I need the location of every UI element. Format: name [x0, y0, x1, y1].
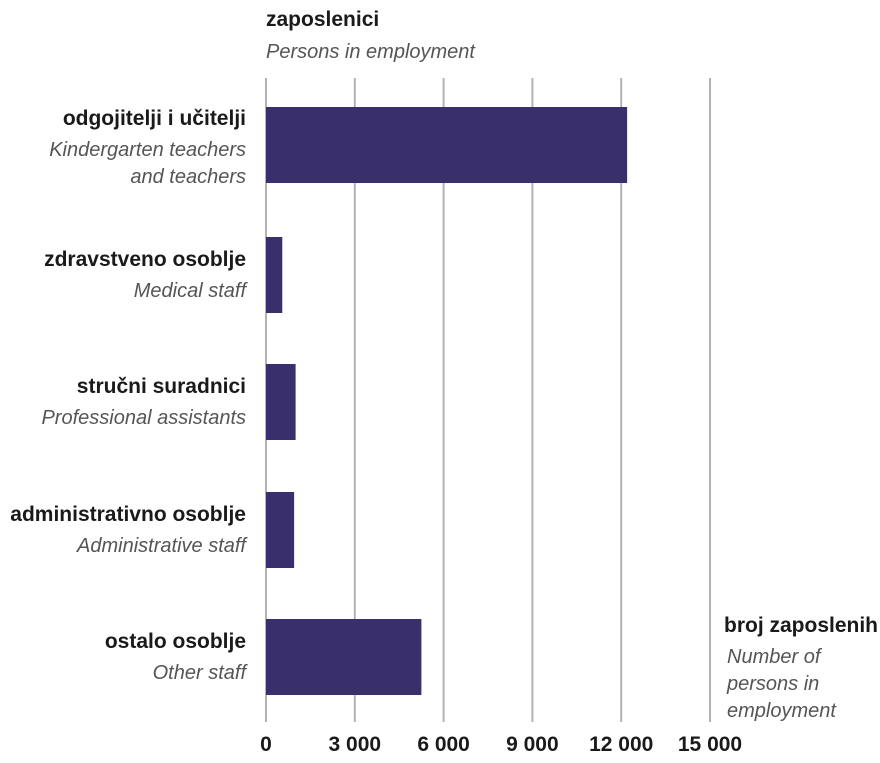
x-axis-label-en-line-3: employment	[727, 700, 837, 722]
category-label-en-1-0: Medical staff	[134, 280, 249, 302]
category-label-3: administrativno osoblje	[10, 503, 246, 526]
bars	[266, 107, 628, 695]
category-label-1: zdravstveno osoblje	[44, 248, 246, 271]
bar-0	[266, 107, 628, 183]
category-label-en-0-1: and teachers	[130, 166, 246, 188]
bar-4	[266, 619, 422, 695]
category-label-2: stručni suradnici	[77, 375, 246, 398]
x-tick-label-0: 0	[260, 733, 272, 756]
x-axis-label-en-line-2: persons in	[726, 673, 819, 695]
chart-title: zaposlenici	[266, 8, 379, 31]
x-tick-label-3: 9 000	[506, 733, 559, 756]
x-tick-label-4: 12 000	[589, 733, 653, 756]
bar-2	[266, 364, 296, 440]
x-tick-label-5: 15 000	[678, 733, 742, 756]
x-axis-label-en-line-1: Number of	[727, 646, 823, 668]
category-labels: odgojitelji i učitelji Kindergarten teach…	[10, 107, 248, 684]
bar-1	[266, 237, 283, 313]
category-label-en-3-0: Administrative staff	[76, 535, 248, 557]
gridlines	[265, 78, 711, 722]
category-label-en-4-0: Other staff	[153, 662, 249, 684]
x-axis-label: broj zaposlenih	[724, 614, 878, 637]
category-label-0: odgojitelji i učitelji	[63, 107, 246, 130]
bar-3	[266, 492, 295, 568]
x-tick-label-2: 6 000	[417, 733, 470, 756]
x-axis-ticks: 0 3 000 6 000 9 000 12 000 15 000	[260, 733, 742, 756]
x-tick-label-1: 3 000	[329, 733, 382, 756]
category-label-4: ostalo osoblje	[105, 630, 246, 653]
category-label-en-0-0: Kindergarten teachers	[49, 139, 246, 161]
category-label-en-2-0: Professional assistants	[41, 407, 246, 429]
chart-subtitle: Persons in employment	[266, 41, 476, 63]
